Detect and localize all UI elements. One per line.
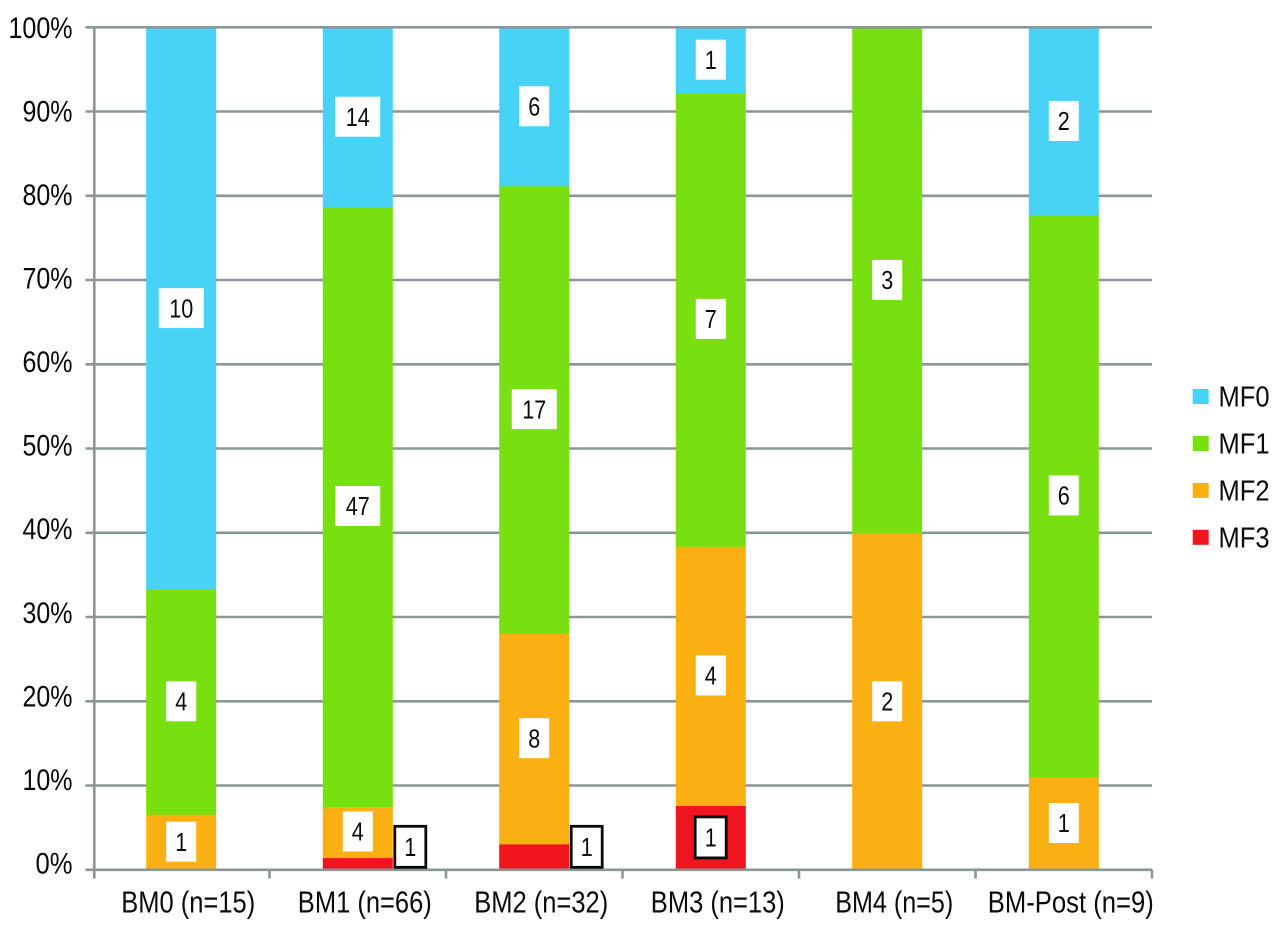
svg-text:1: 1 [175,827,187,857]
svg-text:4: 4 [175,687,187,717]
svg-text:BM-Post (n=9): BM-Post (n=9) [988,885,1154,920]
svg-text:4: 4 [352,817,364,847]
svg-text:40%: 40% [23,513,73,546]
svg-text:BM2 (n=32): BM2 (n=32) [474,885,608,920]
svg-text:10%: 10% [23,764,73,797]
svg-text:MF3: MF3 [1219,522,1270,554]
svg-text:17: 17 [522,394,546,424]
svg-text:20%: 20% [23,680,73,713]
svg-text:80%: 80% [23,179,73,212]
svg-text:6: 6 [528,92,540,122]
svg-text:50%: 50% [23,430,73,463]
svg-text:6: 6 [1058,481,1070,511]
svg-text:BM1 (n=66): BM1 (n=66) [298,885,432,920]
svg-text:BM4 (n=5): BM4 (n=5) [835,885,953,920]
svg-text:10: 10 [169,293,193,323]
svg-text:2: 2 [881,687,893,717]
svg-text:2: 2 [1058,106,1070,136]
svg-text:4: 4 [705,661,717,691]
svg-text:MF1: MF1 [1219,429,1270,461]
svg-text:1: 1 [1058,808,1070,838]
svg-text:MF2: MF2 [1219,475,1270,507]
svg-text:60%: 60% [23,346,73,379]
svg-text:100%: 100% [9,12,73,45]
svg-text:1: 1 [705,823,717,853]
svg-text:3: 3 [881,265,893,295]
svg-text:8: 8 [528,723,540,753]
svg-text:70%: 70% [23,263,73,296]
svg-text:MF0: MF0 [1219,382,1270,414]
svg-text:1: 1 [705,45,717,75]
svg-text:30%: 30% [23,597,73,630]
svg-text:1: 1 [581,832,593,862]
svg-text:7: 7 [705,304,717,334]
svg-text:BM3 (n=13): BM3 (n=13) [651,885,785,920]
svg-text:1: 1 [404,832,416,862]
svg-text:14: 14 [346,102,370,132]
svg-text:47: 47 [346,491,370,521]
svg-text:BM0 (n=15): BM0 (n=15) [121,885,255,920]
svg-text:90%: 90% [23,95,73,128]
svg-text:0%: 0% [36,848,73,881]
